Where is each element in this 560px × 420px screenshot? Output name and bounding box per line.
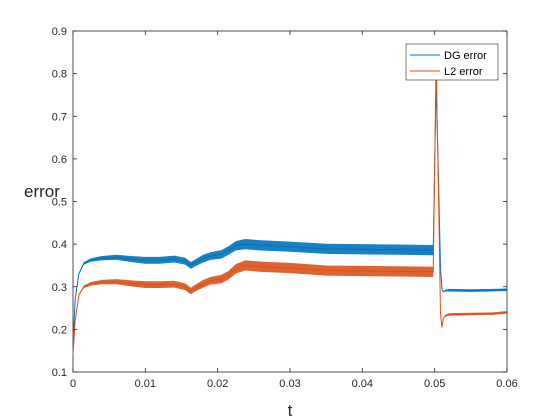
legend-label-dg-error: DG error bbox=[444, 50, 487, 62]
series-line-dg-error bbox=[72, 81, 508, 345]
y-tick-label: 0.7 bbox=[52, 111, 67, 123]
y-tick-labels: 0.1 0.2 0.3 0.4 0.5 0.6 0.7 0.8 0.9 bbox=[52, 26, 67, 379]
series-layer bbox=[72, 58, 508, 355]
legend: DG error L2 error bbox=[405, 43, 499, 81]
y-tick-label: 0.1 bbox=[52, 367, 67, 379]
legend-label-l2-error: L2 error bbox=[444, 66, 483, 78]
x-tick-label: 0.03 bbox=[279, 378, 300, 390]
y-tick-label: 0.5 bbox=[52, 197, 67, 209]
legend-box bbox=[405, 43, 499, 81]
x-tick-labels: 0 0.01 0.02 0.03 0.04 0.05 0.06 bbox=[70, 378, 518, 390]
x-tick-label: 0 bbox=[70, 378, 76, 390]
y-tick-label: 0.2 bbox=[52, 324, 67, 336]
y-tick-label: 0.8 bbox=[52, 69, 67, 81]
y-axis-label: error bbox=[24, 182, 60, 201]
y-tick-label: 0.6 bbox=[52, 154, 67, 166]
series-line-l2-error bbox=[72, 58, 508, 355]
x-tick-label: 0.05 bbox=[424, 378, 445, 390]
x-axis-label: t bbox=[288, 401, 293, 420]
y-tick-label: 0.9 bbox=[52, 26, 67, 38]
axis-ticks bbox=[72, 30, 508, 373]
x-tick-label: 0.04 bbox=[352, 378, 373, 390]
x-tick-label: 0.01 bbox=[135, 378, 156, 390]
x-tick-label: 0.06 bbox=[496, 378, 517, 390]
x-tick-label: 0.02 bbox=[207, 378, 228, 390]
y-tick-label: 0.4 bbox=[52, 239, 67, 251]
plot-area bbox=[72, 30, 508, 373]
y-tick-label: 0.3 bbox=[52, 282, 67, 294]
